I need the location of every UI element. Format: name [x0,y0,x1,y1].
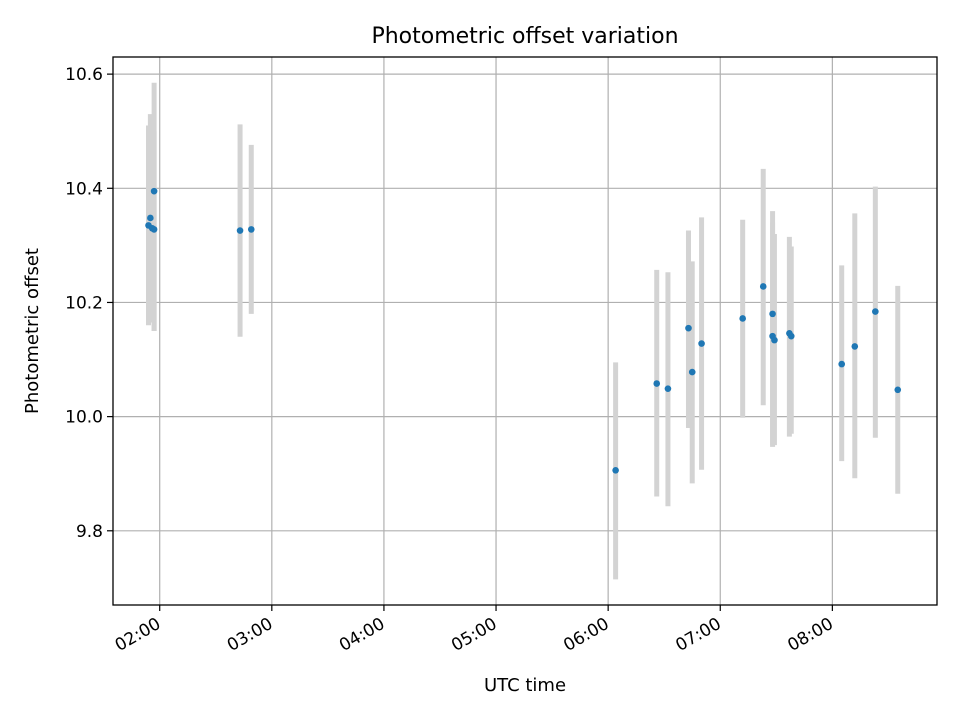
data-point [894,386,902,394]
data-point [769,310,776,318]
x-tick-label: 05:00 [448,614,500,656]
data-point [698,340,705,347]
x-axis-label: UTC time [484,675,566,696]
data-point [150,187,158,195]
data-point [612,466,619,474]
data-point [150,226,158,233]
x-tick-label: 06:00 [560,614,612,656]
y-axis-label: Photometric offset [22,248,43,414]
data-point [771,336,778,344]
data-point [685,324,692,332]
x-tick-label: 07:00 [672,614,724,656]
data-point [236,227,244,234]
y-tick-label: 9.8 [76,522,103,542]
x-tick-label: 08:00 [784,614,836,656]
grid-lines [113,57,937,605]
y-axis-ticks: 9.8 10.0 10.2 10.4 10.6 [65,65,113,542]
x-tick-label: 02:00 [112,614,164,656]
y-tick-label: 10.2 [65,293,103,313]
data-point [147,214,154,222]
x-axis-ticks: 02:00 03:00 04:00 05:00 06:00 07:00 08:00 [112,605,837,656]
data-point [838,360,846,368]
data-point [247,226,255,233]
x-tick-label: 03:00 [224,614,276,656]
plot-frame [112,56,938,606]
y-tick-label: 10.4 [65,179,103,199]
data-point [653,380,661,387]
data-point [872,308,879,315]
data-points [145,187,902,474]
data-point [759,283,767,290]
data-point [851,343,859,350]
error-bars [146,82,901,580]
y-tick-label: 10.0 [65,408,103,428]
data-point [664,385,672,392]
data-point [787,332,795,340]
data-point [739,315,746,322]
data-point [688,368,696,376]
x-tick-label: 04:00 [336,614,388,656]
y-tick-label: 10.6 [65,65,103,85]
chart-title: Photometric offset variation [371,24,678,49]
